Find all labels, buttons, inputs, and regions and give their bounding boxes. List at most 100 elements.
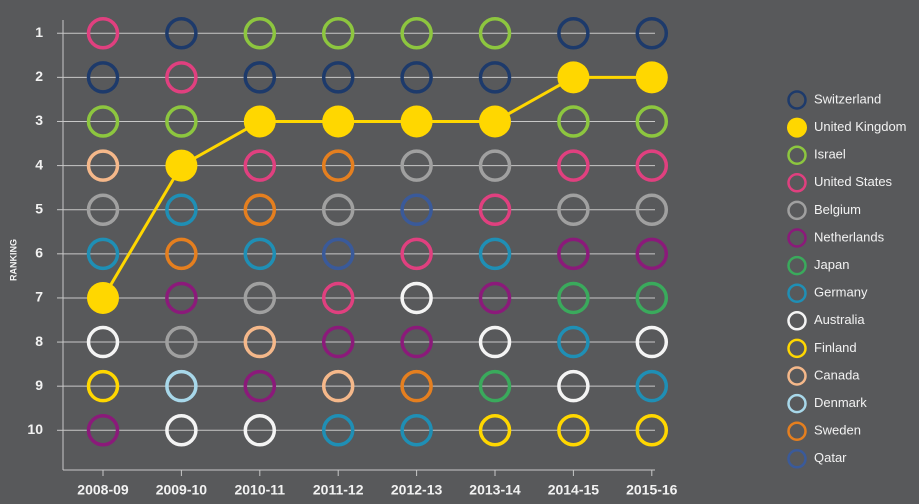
rank-marker	[478, 61, 512, 94]
legend-marker	[787, 421, 807, 441]
legend-marker	[787, 145, 807, 165]
rank-marker	[86, 369, 120, 403]
rank-marker	[86, 149, 120, 182]
rank-marker	[86, 105, 120, 138]
x-tick-label: 2010-11	[234, 482, 285, 498]
rank-marker	[86, 237, 120, 271]
legend-label: United Kingdom	[814, 119, 907, 134]
rank-marker	[557, 281, 590, 315]
rank-marker	[557, 61, 590, 94]
legend-marker	[787, 393, 807, 414]
rank-marker	[635, 16, 669, 50]
rank-marker	[557, 105, 590, 138]
rank-marker	[478, 149, 512, 182]
rank-marker	[557, 193, 590, 226]
rank-marker	[86, 193, 120, 226]
rank-marker	[243, 105, 276, 138]
rank-marker	[165, 16, 198, 50]
rank-marker	[165, 61, 198, 94]
rank-marker	[400, 61, 433, 94]
rank-marker	[635, 105, 669, 138]
legend-marker	[787, 366, 807, 386]
y-tick-label: 5	[35, 200, 43, 216]
y-tick-label: 9	[35, 377, 43, 393]
legend-label: Japan	[814, 257, 849, 272]
rank-marker	[635, 149, 669, 182]
rank-marker	[400, 369, 433, 403]
legend-marker	[787, 228, 807, 248]
series-line	[101, 75, 652, 299]
legend-label: Israel	[814, 147, 846, 162]
rank-marker	[243, 16, 277, 50]
rank-marker	[321, 16, 355, 50]
rank-marker	[478, 325, 512, 359]
y-tick-label: 4	[35, 156, 43, 172]
rank-marker	[243, 61, 277, 94]
rank-marker	[321, 414, 355, 447]
rank-marker	[557, 237, 590, 271]
rank-marker	[479, 105, 511, 138]
rank-marker	[165, 325, 198, 359]
rank-marker	[321, 325, 355, 359]
rank-marker	[635, 325, 669, 359]
y-tick-label: 3	[35, 112, 43, 128]
rank-marker	[478, 369, 512, 403]
y-tick-label: 2	[35, 68, 43, 84]
legend-label: United States	[814, 174, 893, 189]
rank-marker	[478, 16, 512, 50]
rank-marker	[321, 237, 355, 271]
rank-marker	[321, 193, 355, 226]
rank-marker	[635, 193, 669, 226]
y-tick-label: 8	[35, 333, 43, 349]
rank-marker	[635, 281, 669, 315]
legend-marker	[787, 283, 807, 303]
legend-label: Qatar	[814, 450, 847, 465]
rank-marker	[557, 149, 590, 182]
x-tick-label: 2011-12	[313, 482, 364, 498]
rank-marker	[165, 414, 198, 447]
rank-marker	[400, 105, 433, 138]
rank-marker	[478, 414, 512, 447]
legend-marker	[787, 90, 807, 110]
rank-marker	[86, 61, 120, 94]
y-tick-label: 10	[27, 421, 43, 437]
rank-marker	[86, 16, 120, 50]
rank-marker	[400, 414, 433, 447]
legend-marker	[787, 200, 807, 221]
rank-marker	[321, 61, 355, 94]
legend-marker	[787, 173, 807, 193]
rank-marker	[165, 105, 198, 138]
rank-marker	[243, 149, 277, 182]
rank-marker	[165, 369, 198, 403]
rank-marker	[243, 369, 277, 403]
rank-marker	[243, 325, 277, 359]
x-tick-label: 2015-16	[626, 482, 678, 498]
rank-marker	[321, 149, 355, 182]
rank-marker	[635, 61, 668, 94]
legend-label: Switzerland	[814, 91, 881, 106]
rank-marker	[165, 149, 198, 182]
rank-marker	[86, 325, 120, 359]
legend-marker	[787, 311, 807, 331]
legend-label: Germany	[814, 285, 868, 300]
rank-marker	[243, 237, 277, 271]
rank-marker	[243, 414, 277, 447]
x-tick-label: 2009-10	[156, 482, 208, 498]
rank-marker	[400, 281, 433, 315]
rank-marker	[243, 193, 277, 226]
rank-marker	[557, 16, 590, 50]
x-tick-label: 2013-14	[469, 482, 521, 498]
x-tick-label: 2012-13	[391, 482, 443, 498]
legend-label: Canada	[814, 367, 860, 382]
legend-label: Belgium	[814, 202, 861, 217]
rank-marker	[86, 414, 120, 447]
legend-label: Denmark	[814, 395, 867, 410]
rank-marker	[635, 414, 669, 447]
y-tick-label: 6	[35, 245, 43, 261]
rank-marker	[557, 325, 590, 359]
rank-marker	[635, 369, 669, 403]
rank-marker	[400, 325, 433, 359]
rank-marker	[165, 281, 198, 315]
rank-marker	[478, 281, 512, 315]
